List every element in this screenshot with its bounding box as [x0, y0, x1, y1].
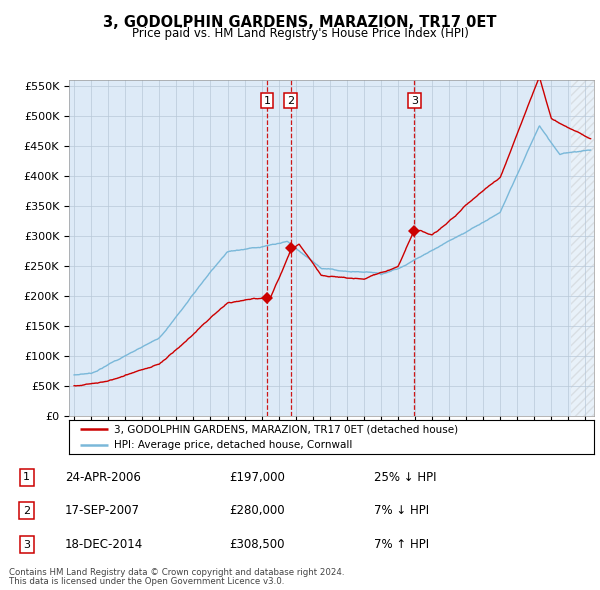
Text: 3: 3: [411, 96, 418, 106]
Text: 2: 2: [287, 96, 295, 106]
Text: 3, GODOLPHIN GARDENS, MARAZION, TR17 0ET (detached house): 3, GODOLPHIN GARDENS, MARAZION, TR17 0ET…: [113, 424, 458, 434]
Text: 3: 3: [23, 539, 30, 549]
Text: This data is licensed under the Open Government Licence v3.0.: This data is licensed under the Open Gov…: [9, 577, 284, 586]
Polygon shape: [571, 80, 594, 416]
Text: 7% ↑ HPI: 7% ↑ HPI: [373, 538, 428, 551]
Text: 24-APR-2006: 24-APR-2006: [65, 471, 140, 484]
Text: 17-SEP-2007: 17-SEP-2007: [65, 504, 140, 517]
Text: £197,000: £197,000: [229, 471, 286, 484]
Text: 1: 1: [263, 96, 271, 106]
Text: 25% ↓ HPI: 25% ↓ HPI: [373, 471, 436, 484]
Text: 3, GODOLPHIN GARDENS, MARAZION, TR17 0ET: 3, GODOLPHIN GARDENS, MARAZION, TR17 0ET: [103, 15, 497, 30]
Text: Contains HM Land Registry data © Crown copyright and database right 2024.: Contains HM Land Registry data © Crown c…: [9, 568, 344, 576]
Text: 1: 1: [23, 473, 30, 483]
Text: 18-DEC-2014: 18-DEC-2014: [65, 538, 143, 551]
Text: HPI: Average price, detached house, Cornwall: HPI: Average price, detached house, Corn…: [113, 440, 352, 450]
Text: 2: 2: [23, 506, 30, 516]
Text: £308,500: £308,500: [229, 538, 285, 551]
Text: 7% ↓ HPI: 7% ↓ HPI: [373, 504, 428, 517]
Text: Price paid vs. HM Land Registry's House Price Index (HPI): Price paid vs. HM Land Registry's House …: [131, 27, 469, 40]
Text: £280,000: £280,000: [229, 504, 285, 517]
